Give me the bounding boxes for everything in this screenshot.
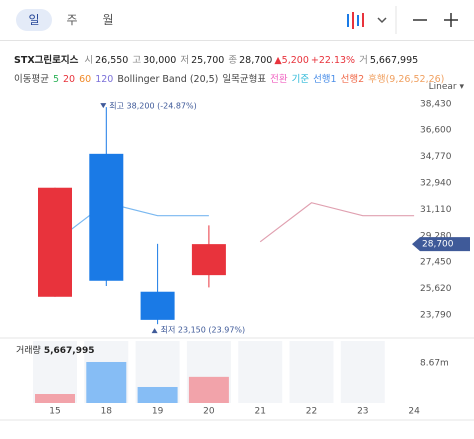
indicator: 5 <box>52 74 60 85</box>
y-tick-label: 31,110 <box>420 205 452 215</box>
candle-body <box>38 187 72 297</box>
annotation-arrow <box>151 328 158 334</box>
candle-body <box>140 291 175 320</box>
field-label: 종 <box>228 55 238 66</box>
x-tick-label: 21 <box>254 407 265 417</box>
volume-last: 5,667,995 <box>44 346 95 356</box>
indicator: 기준 <box>291 74 310 85</box>
indicator: 60 <box>79 74 92 85</box>
y-tick-label: 32,940 <box>420 178 452 188</box>
volume-bar <box>86 361 127 403</box>
dropdown[interactable] <box>377 17 387 24</box>
field-value: 5,667,995 <box>369 55 419 66</box>
volume-bg <box>238 341 283 403</box>
volume-bg <box>340 341 385 403</box>
x-tick-label: 24 <box>408 407 420 417</box>
candle-body <box>191 244 226 276</box>
volume-tick-label: 8.67m <box>420 359 449 369</box>
stock-name: STX그린로지스 <box>14 55 79 66</box>
volume-bg <box>289 341 334 403</box>
field-value: 26,550 <box>95 55 129 66</box>
y-tick-label: 34,770 <box>420 152 452 162</box>
indicator: 120 <box>95 74 114 85</box>
y-tick-label: 25,620 <box>420 284 452 294</box>
indicator: 후행(9,26,52,26) <box>368 74 445 85</box>
annotation: 최고 38,200 (-24.87%) <box>109 101 196 111</box>
indicator: 선행1 <box>313 74 337 85</box>
y-tick-label: 38,430 <box>420 99 452 109</box>
period-day[interactable]: 일 <box>16 9 52 31</box>
x-tick-label: 18 <box>101 407 113 417</box>
volume-bar <box>137 386 178 403</box>
toolbar: 일 주 월 <box>0 0 474 41</box>
y-tick-label: 36,600 <box>420 126 452 136</box>
field-label: 저 <box>180 55 190 66</box>
field-label: 거 <box>359 55 368 66</box>
field-value: 28,700 <box>239 55 273 66</box>
volume-title-text: 거래량 <box>16 344 41 356</box>
price-tag-bg <box>412 237 470 252</box>
annotation-arrow <box>100 103 107 109</box>
y-tick-label: 29,280 <box>420 231 452 241</box>
candle-icon[interactable] <box>347 12 364 29</box>
toolbar-icons <box>347 6 458 34</box>
candle-body <box>89 153 124 281</box>
scale-mode[interactable]: Linear ▾ <box>428 82 464 92</box>
x-tick-label: 15 <box>49 407 60 417</box>
volume-title: 거래량 5,667,995 <box>16 344 95 356</box>
scale-mode-label[interactable]: Linear <box>428 82 457 92</box>
field-value: ▲5,200 <box>274 55 309 66</box>
indicator-list: 이동평균 5 20 60 120 Bollinger Band (20,5) 일목균형표 전환… <box>14 71 448 85</box>
volume-bg <box>33 341 77 403</box>
indicator-line <box>259 202 415 243</box>
x-tick-label: 20 <box>203 407 215 417</box>
volume-bar <box>188 376 229 403</box>
price-tag: 28,700 <box>422 240 454 250</box>
period-week[interactable]: 주 <box>66 13 78 27</box>
annotation: 최저 23,150 (23.97%) <box>161 325 246 335</box>
period-month[interactable]: 월 <box>102 13 114 27</box>
field-value: +22.13% <box>310 55 356 66</box>
y-tick-label: 23,790 <box>420 310 452 320</box>
indicator: 전환 <box>270 74 288 85</box>
x-tick-label: 22 <box>306 407 317 417</box>
field-label: 시 <box>84 55 94 66</box>
indicator: 이동평균 <box>14 74 49 85</box>
indicator-line <box>54 202 209 243</box>
field-value: 25,700 <box>191 55 225 66</box>
zoom-in[interactable] <box>444 13 458 27</box>
x-tick-label: 19 <box>152 407 164 417</box>
indicator: 일목균형표 <box>222 74 267 85</box>
indicator: 선행2 <box>340 74 365 85</box>
field-label: 고 <box>132 55 142 66</box>
y-tick-label: 27,450 <box>420 258 452 268</box>
indicator: 20 <box>63 74 76 85</box>
x-tick-label: 23 <box>357 407 368 417</box>
field-value: 30,000 <box>143 55 177 66</box>
quote-info: STX그린로지스 시 26,550 고 30,000 저 25,700 종 28,700 ▲5,2… <box>14 52 418 66</box>
indicator: Bollinger Band (20,5) <box>117 74 219 85</box>
volume-bar <box>35 394 75 403</box>
